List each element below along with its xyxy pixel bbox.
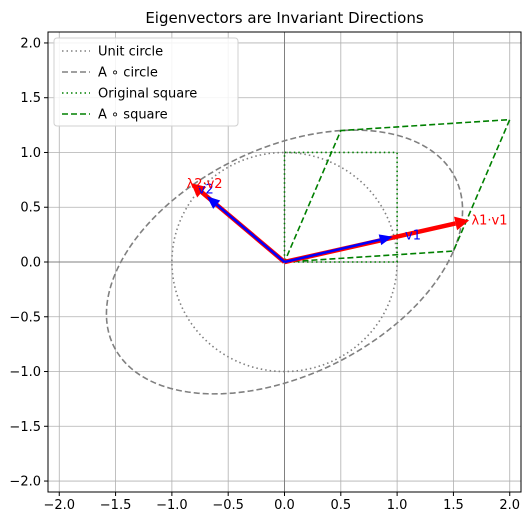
annotation-label: v2 [198,183,214,198]
annotation-label: v1 [405,229,421,244]
legend-label: A ∘ square [98,108,168,123]
vector-head-v1 [378,234,393,246]
x-tick-label: 2.0 [499,498,520,513]
legend-box [53,37,239,127]
y-tick-label: 0.0 [20,256,41,271]
x-tick-label: −0.5 [212,498,244,513]
ticks-layer: −2.0 −1.5 −1.0 −0.5 0.0 0.5 1.0 1.5 2.0 −2.0 −1.5 −… [9,36,520,513]
legend-label: A ∘ circle [98,66,158,81]
x-tick-label: −2.0 [43,498,75,513]
chart-title: Eigenvectors are Invariant Directions [145,9,424,27]
vector-layer [191,183,470,265]
y-tick-label: 2.0 [20,36,41,51]
y-tick-label: 1.5 [20,91,41,106]
legend: Unit circle A ∘ circle Original square A ∘ … [53,37,239,127]
y-tick-label: −2.0 [9,475,41,490]
legend-label: Unit circle [98,45,163,60]
vector-shaft-v1 [284,238,381,264]
annotation-label: λ1·v1 [471,213,507,228]
y-tick-label: −0.5 [9,310,41,325]
series-layer [105,118,511,395]
x-tick-label: 1.0 [387,498,408,513]
y-tick-label: −1.5 [9,420,41,435]
vector-head-λ2·v2 [191,183,207,198]
y-tick-label: 1.0 [20,146,41,161]
annotation-layer: v1 v2 λ1·v1 λ2·v2 [187,177,508,243]
y-tick-label: 0.5 [20,201,41,216]
x-tick-label: −1.5 [100,498,132,513]
series-line-1 [105,129,464,395]
x-tick-label: 0.0 [274,498,295,513]
x-tick-label: 1.5 [443,498,464,513]
vector-shaft-v2 [215,203,286,263]
y-tick-label: −1.0 [9,365,41,380]
series-line-3 [283,118,511,263]
annotation-label: λ2·v2 [187,177,223,192]
x-tick-label: 0.5 [330,498,351,513]
vector-head-v2 [206,196,221,209]
x-tick-label: −1.0 [156,498,188,513]
vector-head-λ1·v1 [453,216,470,231]
legend-label: Original square [98,87,197,102]
